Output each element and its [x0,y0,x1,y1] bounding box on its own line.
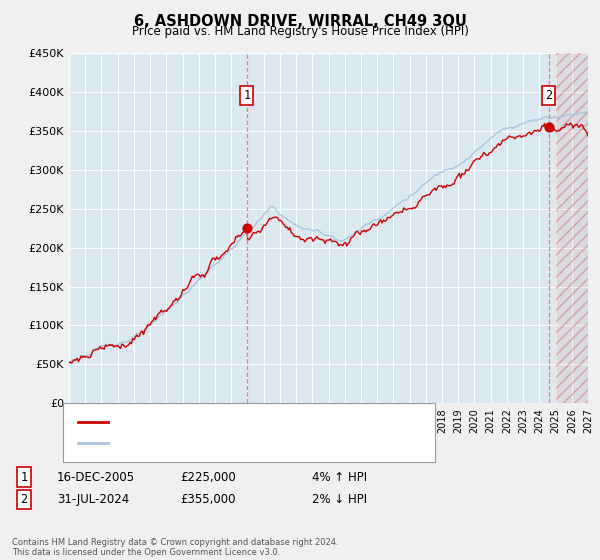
Point [242,223,251,233]
Text: 6, ASHDOWN DRIVE, WIRRAL, CH49 3QU: 6, ASHDOWN DRIVE, WIRRAL, CH49 3QU [134,14,466,29]
Text: HPI: Average price, detached house, Wirral: HPI: Average price, detached house, Wirr… [114,438,349,448]
Text: Price paid vs. HM Land Registry's House Price Index (HPI): Price paid vs. HM Land Registry's House … [131,25,469,38]
Point [544,123,554,132]
Text: 2% ↓ HPI: 2% ↓ HPI [312,493,367,506]
Bar [556,53,588,403]
Text: 31-JUL-2024: 31-JUL-2024 [57,493,129,506]
Text: 4% ↑ HPI: 4% ↑ HPI [312,470,367,484]
Text: 1: 1 [20,470,28,484]
Text: 16-DEC-2005: 16-DEC-2005 [57,470,135,484]
Bar [556,53,588,403]
Text: 1: 1 [243,88,250,102]
Text: 2: 2 [545,88,553,102]
Text: Contains HM Land Registry data © Crown copyright and database right 2024.
This d: Contains HM Land Registry data © Crown c… [12,538,338,557]
Text: 6, ASHDOWN DRIVE, WIRRAL, CH49 3QU (detached house): 6, ASHDOWN DRIVE, WIRRAL, CH49 3QU (deta… [114,417,436,427]
Text: £355,000: £355,000 [180,493,235,506]
Text: 2: 2 [20,493,28,506]
Text: £225,000: £225,000 [180,470,236,484]
